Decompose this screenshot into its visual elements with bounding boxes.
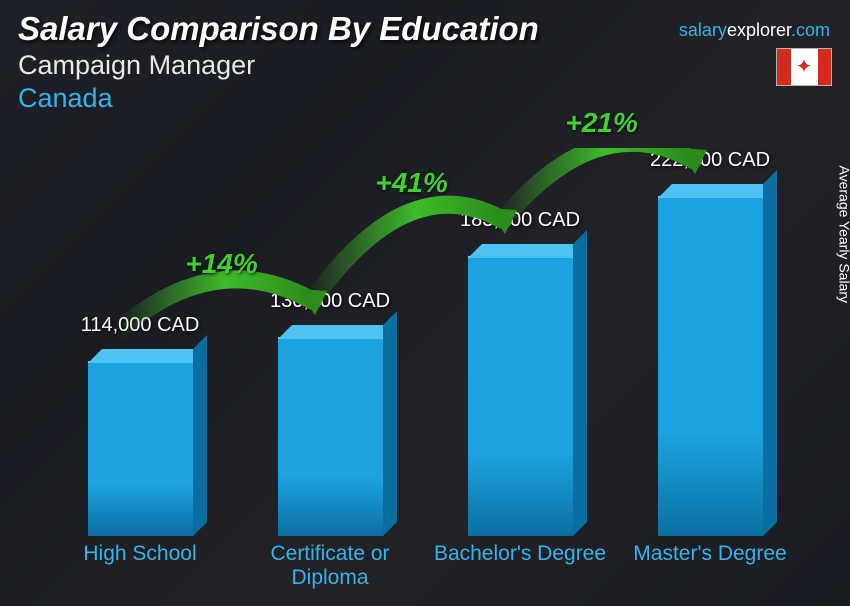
bar-value-label: 222,000 CAD <box>610 149 810 172</box>
bar-category-label: Certificate or Diploma <box>235 542 425 590</box>
country-label: Canada <box>18 83 539 114</box>
header: Salary Comparison By Education Campaign … <box>18 10 539 114</box>
bar <box>278 337 383 536</box>
increase-pct-label: +21% <box>565 107 637 139</box>
salary-bar-chart: 114,000 CADHigh School130,000 CADCertifi… <box>40 148 810 588</box>
bar-value-label: 114,000 CAD <box>40 314 240 337</box>
job-title: Campaign Manager <box>18 50 539 81</box>
brand-part2: explorer <box>727 20 791 40</box>
flag-canada-icon: ✦ <box>776 48 832 86</box>
bar-group: 222,000 CADMaster's Degree <box>630 196 790 536</box>
increase-pct-label: +14% <box>185 248 257 280</box>
bar-group: 130,000 CADCertificate or Diploma <box>250 337 410 536</box>
bar-value-label: 130,000 CAD <box>230 290 430 313</box>
bar <box>468 256 573 536</box>
brand-part3: .com <box>791 20 830 40</box>
bar-group: 114,000 CADHigh School <box>60 361 220 536</box>
page-title: Salary Comparison By Education <box>18 10 539 48</box>
bar-category-label: High School <box>45 542 235 566</box>
brand-part1: salary <box>679 20 727 40</box>
bar <box>88 361 193 536</box>
bar-category-label: Bachelor's Degree <box>425 542 615 566</box>
bar <box>658 196 763 536</box>
y-axis-label: Average Yearly Salary <box>836 166 850 304</box>
bar-group: 183,000 CADBachelor's Degree <box>440 256 600 536</box>
bar-value-label: 183,000 CAD <box>420 209 620 232</box>
brand-logo: salaryexplorer.com <box>679 20 830 41</box>
increase-pct-label: +41% <box>375 167 447 199</box>
maple-leaf-icon: ✦ <box>796 57 813 77</box>
bar-category-label: Master's Degree <box>615 542 805 566</box>
